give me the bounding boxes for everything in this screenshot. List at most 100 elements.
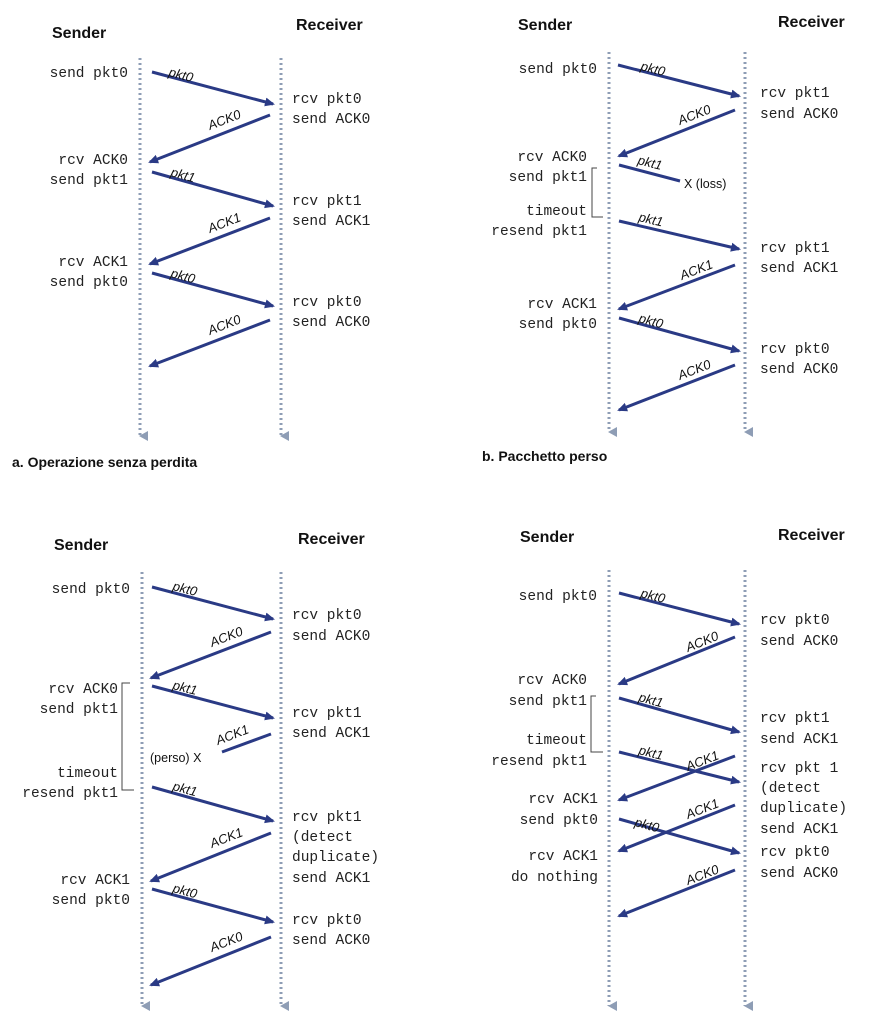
sender-header: Sender: [52, 25, 106, 42]
sender-event: rcv ACK0: [517, 673, 587, 689]
receiver-event: send ACK0: [292, 315, 370, 331]
message-label: ACK0: [207, 623, 246, 650]
message-arrow: [149, 630, 272, 680]
message-arrow: [617, 108, 736, 158]
sender-header: Sender: [54, 537, 108, 554]
message-label: pkt1: [636, 742, 664, 763]
sender-event: timeout: [526, 204, 587, 220]
timeout-bracket: [121, 682, 134, 791]
receiver-event: send ACK0: [760, 107, 838, 123]
receiver-header: Receiver: [778, 14, 845, 31]
sender-event: resend pkt1: [491, 754, 587, 770]
receiver-event: rcv pkt0: [760, 342, 830, 358]
receiver-event: send ACK1: [292, 214, 370, 230]
message-arrow: [151, 170, 275, 209]
message-arrow: [617, 263, 736, 311]
message-arrow: [151, 271, 275, 309]
receiver-event: rcv pkt0: [760, 613, 830, 629]
message-label: pkt1: [636, 689, 665, 710]
message-arrow: [618, 750, 741, 785]
message-arrow: [151, 585, 275, 622]
message-arrow: [149, 935, 272, 987]
receiver-event: rcv pkt1: [760, 711, 830, 727]
message-label: pkt1: [170, 677, 198, 698]
receiver-event: rcv pkt1: [292, 810, 362, 826]
panel-c: Sender Receiver send pkt0 rcv ACK0 send …: [22, 531, 379, 1011]
message-label: pkt1: [636, 209, 664, 229]
message-arrow: [151, 887, 275, 925]
receiver-event: duplicate): [292, 850, 379, 866]
sender-header: Sender: [518, 17, 572, 34]
sender-event: rcv ACK0: [58, 153, 128, 169]
sender-event: send pkt0: [52, 893, 130, 909]
message-arrow: [151, 684, 275, 721]
message-arrow: [617, 754, 736, 802]
message-arrow: [618, 219, 741, 252]
sender-event: resend pkt1: [491, 224, 587, 240]
message-arrow: [148, 216, 271, 266]
sender-event: send pkt0: [50, 66, 128, 82]
receiver-event: rcv pkt1: [760, 241, 830, 257]
message-label: pkt1: [635, 152, 663, 173]
sender-event: rcv ACK1: [528, 849, 598, 865]
message-arrow: [148, 318, 271, 368]
sender-event: rcv ACK0: [48, 682, 118, 698]
loss-marker: X (loss): [684, 177, 726, 191]
message-label: pkt1: [170, 778, 199, 799]
timeout-bracket: [591, 167, 603, 218]
sender-event: rcv ACK1: [527, 297, 597, 313]
receiver-event: rcv pkt1: [292, 706, 362, 722]
message-label: pkt1: [168, 164, 197, 185]
receiver-event: send ACK0: [292, 933, 370, 949]
sender-event: send pkt0: [520, 813, 598, 829]
message-arrow: [618, 696, 741, 735]
sender-event: send pkt1: [50, 173, 128, 189]
sender-event: send pkt1: [509, 170, 587, 186]
receiver-event: rcv pkt0: [760, 845, 830, 861]
sender-header: Sender: [520, 529, 574, 546]
receiver-event: send ACK1: [292, 871, 370, 887]
message-arrow: [617, 868, 736, 918]
sender-event: rcv ACK1: [528, 792, 598, 808]
sender-event: send pkt1: [40, 702, 118, 718]
message-label: pkt0: [632, 814, 661, 835]
receiver-event: send ACK1: [292, 726, 370, 742]
sender-event: send pkt0: [519, 62, 597, 78]
message-arrow: [149, 831, 272, 883]
message-arrow: [617, 803, 736, 853]
message-arrow: [618, 316, 741, 354]
panel-caption: b. Pacchetto perso: [482, 448, 607, 464]
receiver-event: send ACK1: [760, 732, 838, 748]
receiver-event: (detect: [760, 781, 821, 797]
message-label: pkt0: [170, 578, 199, 599]
receiver-event: send ACK0: [760, 634, 838, 650]
panel-a: Sender Receiver send pkt0 rcv ACK0 send …: [12, 17, 370, 470]
message-arrow: [618, 591, 741, 627]
sender-event: timeout: [526, 733, 587, 749]
lost-ack-arrow: [221, 732, 272, 754]
message-label: pkt0: [636, 310, 665, 331]
sender-event: send pkt0: [519, 589, 597, 605]
panel-caption: a. Operazione senza perdita: [12, 454, 197, 470]
receiver-event: rcv pkt0: [292, 92, 362, 108]
message-label: ACK0: [675, 101, 714, 128]
message-label: ACK0: [675, 356, 714, 383]
message-label: ACK0: [205, 311, 244, 338]
receiver-event: rcv pkt1: [292, 194, 362, 210]
receiver-event: duplicate): [760, 801, 847, 817]
message-arrow: [617, 63, 741, 99]
receiver-event: send ACK0: [292, 629, 370, 645]
message-label: pkt0: [166, 64, 195, 85]
message-label: pkt0: [638, 58, 667, 79]
receiver-event: (detect: [292, 830, 353, 846]
receiver-header: Receiver: [778, 527, 845, 544]
sender-event: do nothing: [511, 870, 598, 886]
receiver-header: Receiver: [296, 17, 363, 34]
receiver-event: rcv pkt 1: [760, 761, 838, 777]
receiver-event: send ACK0: [760, 362, 838, 378]
receiver-event: send ACK0: [292, 112, 370, 128]
receiver-event: rcv pkt1: [760, 86, 830, 102]
loss-marker: (perso) X: [150, 751, 202, 765]
receiver-header: Receiver: [298, 531, 365, 548]
